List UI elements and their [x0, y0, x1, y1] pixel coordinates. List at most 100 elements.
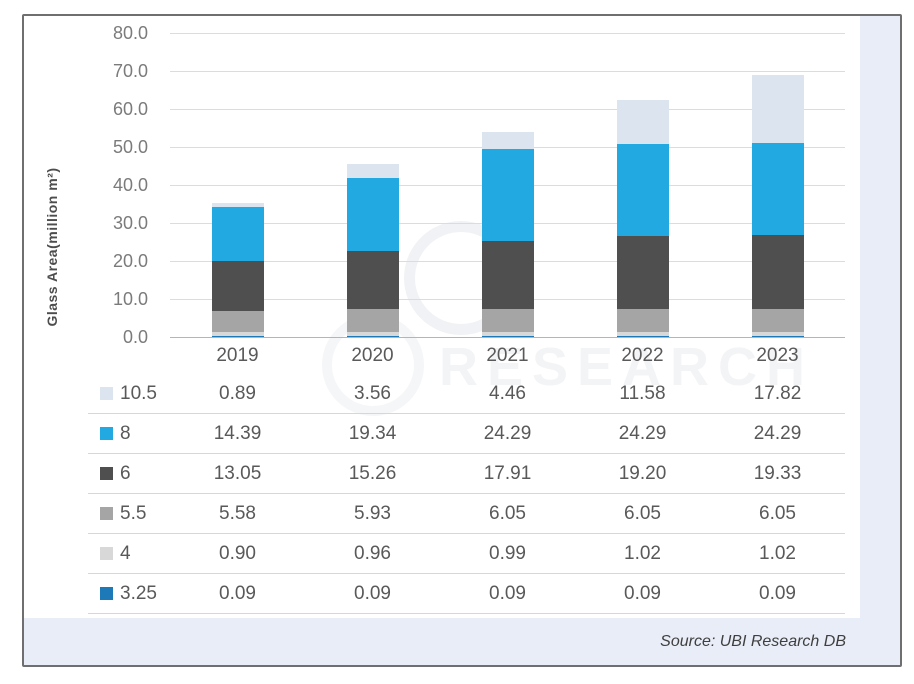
y-tick-labels: 0.0 10.0 20.0 30.0 40.0 50.0 60.0 70.0 80.0	[86, 23, 148, 347]
y-tick-label: 10.0	[112, 289, 148, 309]
table-cell: 5.58	[219, 502, 256, 524]
legend-cell: 3.25	[88, 583, 170, 605]
y-tick-label: 0.0	[122, 327, 148, 347]
bar-segment-5.5	[211, 311, 264, 333]
plot-area	[170, 32, 845, 338]
bar-segment-4	[481, 331, 534, 336]
y-tick-label: 80.0	[112, 23, 148, 43]
bar-segment-4	[346, 331, 399, 336]
bar-segment-4	[751, 331, 804, 336]
table-cell: 19.34	[348, 422, 397, 444]
table-row: 10.5 0.89 3.56 4.46 11.58 17.82	[88, 374, 845, 414]
table-row: 6 13.05 15.26 17.91 19.20 19.33	[88, 454, 845, 494]
source-note: Source: UBI Research DB	[660, 632, 846, 650]
legend-swatch-6-icon	[100, 467, 113, 480]
bar-segment-10.5	[616, 99, 669, 144]
bar-2023	[751, 75, 804, 336]
x-axis-label: 2023	[756, 345, 799, 366]
bar-segment-10.5	[481, 131, 534, 149]
bars	[170, 33, 845, 337]
y-tick-label: 70.0	[112, 61, 148, 81]
x-axis-label: 2022	[621, 345, 664, 366]
table-cell: 24.29	[753, 422, 802, 444]
bar-2022	[616, 99, 669, 336]
chart-panel: Source: UBI Research DB RESEARCH Glass A…	[22, 14, 902, 667]
bar-segment-6	[481, 240, 534, 309]
legend-cell: 5.5	[88, 503, 170, 525]
table-cell: 0.09	[489, 582, 526, 604]
legend-swatch-4-icon	[100, 547, 113, 560]
legend-swatch-5.5-icon	[100, 507, 113, 520]
table-cell: 4.46	[489, 382, 526, 404]
legend-cell: 4	[88, 543, 170, 565]
y-tick-label: 40.0	[112, 175, 148, 195]
data-table: 10.5 0.89 3.56 4.46 11.58 17.82 8 14.39 19.34 24.…	[88, 374, 845, 614]
table-cell: 24.29	[618, 422, 667, 444]
table-cell: 17.82	[753, 382, 802, 404]
table-cell: 1.02	[759, 542, 796, 564]
bar-segment-6	[616, 235, 669, 309]
bar-segment-6	[751, 235, 804, 309]
table-row: 4 0.90 0.96 0.99 1.02 1.02	[88, 534, 845, 574]
y-tick-label: 50.0	[112, 137, 148, 157]
table-cell: 0.96	[354, 542, 391, 564]
legend-cell: 10.5	[88, 383, 170, 405]
table-row: 3.25 0.09 0.09 0.09 0.09 0.09	[88, 574, 845, 614]
table-cell: 6.05	[624, 502, 661, 524]
table-row: 8 14.39 19.34 24.29 24.29 24.29	[88, 414, 845, 454]
legend-swatch-8-icon	[100, 427, 113, 440]
x-axis-label: 2021	[486, 345, 529, 366]
legend-cell: 6	[88, 463, 170, 485]
x-axis-line	[170, 336, 845, 338]
bar-segment-8	[481, 148, 534, 241]
y-tick-label: 60.0	[112, 99, 148, 119]
legend-label: 10.5	[120, 382, 157, 404]
table-cell: 11.58	[619, 382, 666, 404]
table-cell: 17.91	[483, 462, 532, 484]
gridline	[170, 108, 845, 110]
bar-2019	[211, 203, 264, 336]
bar-segment-8	[751, 143, 804, 236]
y-axis-title: Glass Area(million m²)	[44, 167, 60, 327]
bar-segment-8	[346, 177, 399, 252]
bar-segment-10.5	[751, 75, 804, 144]
bar-segment-5.5	[346, 309, 399, 332]
table-cell: 14.39	[213, 422, 262, 444]
table-cell: 0.09	[624, 582, 661, 604]
x-axis-label: 2020	[351, 345, 394, 366]
bar-segment-6	[346, 251, 399, 310]
legend-label: 8	[120, 422, 131, 444]
legend-label: 3.25	[120, 582, 157, 604]
bar-2021	[481, 131, 534, 336]
bottom-source-strip: Source: UBI Research DB	[24, 618, 900, 665]
right-margin-strip	[860, 16, 900, 665]
bar-segment-8	[616, 143, 669, 236]
table-cell: 13.05	[213, 462, 262, 484]
table-cell: 19.33	[753, 462, 802, 484]
table-cell: 0.90	[219, 542, 256, 564]
table-cell: 24.29	[483, 422, 532, 444]
table-cell: 6.05	[759, 502, 796, 524]
bar-segment-5.5	[751, 308, 804, 332]
table-cell: 0.09	[759, 582, 796, 604]
x-axis-label: 2019	[216, 345, 259, 366]
bar-segment-6	[211, 261, 264, 312]
table-cell: 1.02	[624, 542, 661, 564]
bar-segment-5.5	[481, 308, 534, 332]
legend-label: 4	[120, 542, 131, 564]
legend-label: 5.5	[120, 502, 147, 524]
table-cell: 3.56	[354, 382, 391, 404]
y-tick-label: 20.0	[112, 251, 148, 271]
chart-panel-inner: Source: UBI Research DB RESEARCH Glass A…	[24, 16, 900, 665]
table-cell: 19.20	[618, 462, 667, 484]
table-cell: 0.09	[354, 582, 391, 604]
legend-swatch-10.5-icon	[100, 387, 113, 400]
x-axis-labels: 2019 2020 2021 2022 2023	[170, 342, 845, 370]
y-tick-label: 30.0	[112, 213, 148, 233]
table-cell: 5.93	[354, 502, 391, 524]
table-cell: 6.05	[489, 502, 526, 524]
bar-segment-4	[211, 332, 264, 336]
bar-segment-10.5	[346, 164, 399, 178]
gridline	[170, 32, 845, 34]
table-cell: 0.09	[219, 582, 256, 604]
